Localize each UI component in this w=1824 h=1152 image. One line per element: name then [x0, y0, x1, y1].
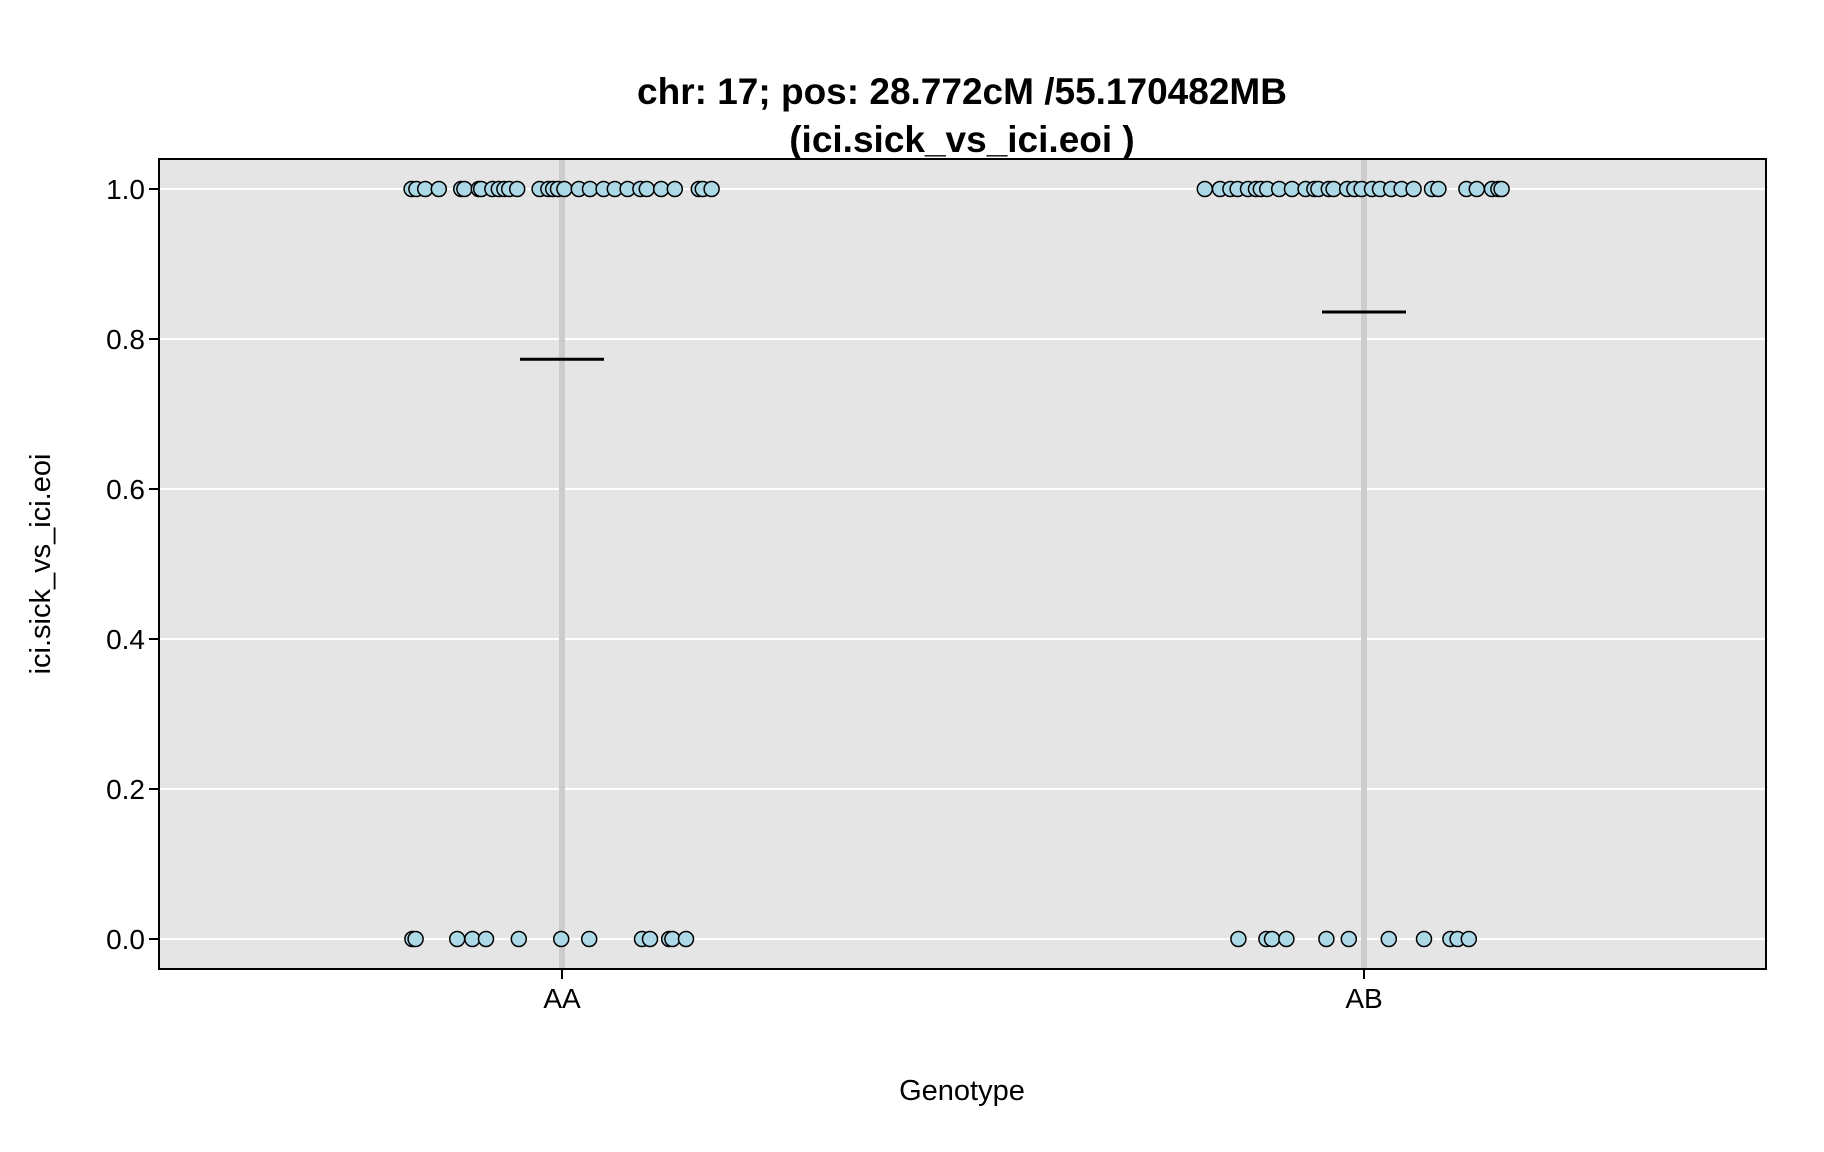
data-point [1263, 930, 1281, 948]
y-tick-label: 0.6 [106, 474, 145, 505]
data-point [580, 930, 598, 948]
chart-title-line1: chr: 17; pos: 28.772cM /55.170482MB [637, 71, 1287, 112]
data-point [464, 930, 481, 948]
data-point [1430, 180, 1447, 198]
data-point [666, 180, 684, 198]
data-point [1460, 930, 1478, 948]
x-tick-label: AB [1345, 983, 1382, 1014]
data-point [638, 180, 656, 198]
data-point [677, 930, 695, 948]
data-point [1318, 930, 1335, 948]
data-point [556, 180, 573, 198]
y-tick-label: 0.0 [106, 924, 145, 955]
category-reference-lines [559, 159, 1367, 969]
data-point [703, 180, 720, 198]
y-axis-title: ici.sick_vs_ici.eoi [25, 454, 57, 675]
data-point [456, 180, 473, 198]
chart-title-line2: (ici.sick_vs_ici.eoi ) [789, 119, 1135, 160]
data-point [652, 180, 670, 198]
data-point [1325, 180, 1342, 198]
group-means [520, 310, 1406, 361]
data-point [1278, 930, 1295, 948]
data-point [448, 930, 466, 948]
y-tick-label: 0.2 [106, 774, 145, 805]
data-point [1340, 930, 1358, 948]
x-axis: AA AB [543, 969, 1383, 1014]
data-point [1405, 180, 1422, 198]
y-tick-label: 0.8 [106, 324, 145, 355]
data-point [510, 930, 528, 948]
data-points [403, 180, 1510, 948]
data-point [407, 930, 424, 948]
data-point [581, 180, 599, 198]
plot-border [158, 158, 1767, 970]
data-point [1230, 930, 1247, 948]
data-point [430, 180, 448, 198]
y-tick-label: 1.0 [106, 174, 145, 205]
data-point [1283, 180, 1301, 198]
data-point [1196, 180, 1214, 198]
chart-title: chr: 17; pos: 28.772cM /55.170482MB (ici… [637, 71, 1287, 160]
data-point [1380, 930, 1398, 948]
data-point [552, 930, 570, 948]
data-point [1493, 180, 1510, 198]
plot-panel [159, 159, 1766, 969]
x-axis-title: Genotype [899, 1075, 1025, 1107]
data-point [416, 180, 434, 198]
data-point [1415, 930, 1433, 948]
data-point [641, 930, 659, 948]
data-point [477, 930, 495, 948]
y-tick-label: 0.4 [106, 624, 145, 655]
data-point [664, 930, 681, 948]
y-axis: 0.0 0.2 0.4 0.6 0.8 1.0 [106, 174, 159, 955]
data-point [1468, 180, 1486, 198]
x-tick-label: AA [543, 983, 581, 1014]
data-point [508, 180, 526, 198]
